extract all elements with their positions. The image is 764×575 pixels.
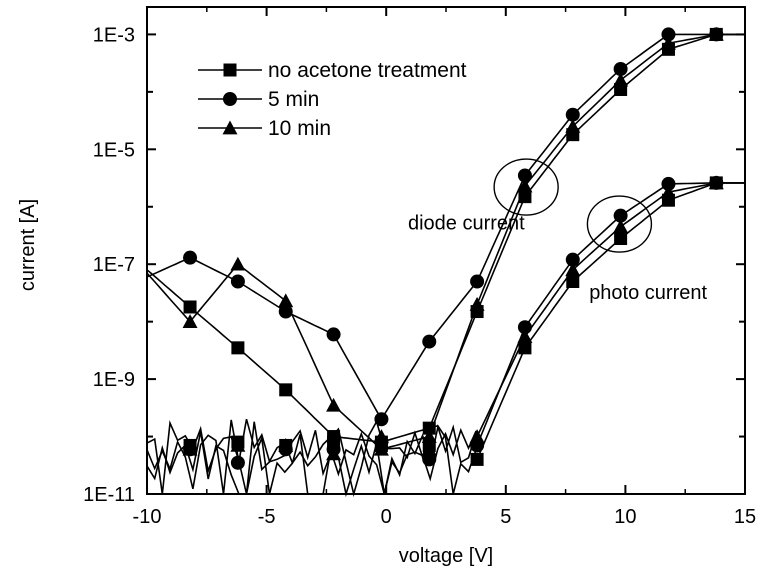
legend: no acetone treatment 5 min 10 min [198, 59, 467, 140]
point-square-diode [279, 383, 293, 397]
point-triangle-diode [421, 429, 437, 443]
point-triangle-dark [326, 446, 342, 461]
point-triangle-diode [326, 397, 342, 412]
point-square-diode [422, 421, 436, 435]
x-tick-label: 10 [614, 506, 636, 528]
x-tick-label: 15 [734, 506, 756, 528]
marker-layer [182, 26, 724, 470]
legend-label: no acetone treatment [268, 59, 467, 82]
y-axis-label: current [A] [17, 199, 39, 291]
legend-marker-square [223, 63, 237, 77]
y-tick-label: 1E-11 [83, 484, 135, 506]
series-line-triangle-diode [146, 33, 745, 451]
point-square-photo [614, 232, 628, 246]
point-triangle-diode [517, 178, 533, 193]
annotation-circle [586, 195, 653, 253]
point-circle-dark [230, 455, 245, 470]
point-square-diode [183, 300, 197, 314]
point-circle-diode [374, 412, 389, 427]
point-triangle-diode [230, 256, 246, 271]
point-triangle-diode [182, 314, 198, 329]
series-line-square-photo [476, 182, 745, 460]
point-triangle-dark [373, 429, 389, 443]
legend-label: 5 min [268, 88, 319, 111]
point-circle-diode [183, 250, 198, 265]
point-circle-dark [422, 452, 437, 467]
plot-frame [146, 6, 746, 495]
point-triangle-diode [660, 35, 676, 50]
point-triangle-photo [517, 329, 533, 343]
point-square-photo [518, 341, 532, 355]
annotation-label: photo current [589, 282, 707, 304]
tick-labels: -10 -5 0 5 10 15 1E-11 1E-9 1E-7 1E-5 1E-3 [83, 24, 756, 528]
point-triangle-dark [278, 437, 294, 452]
point-circle-diode [661, 27, 676, 42]
point-circle-diode [278, 304, 293, 319]
point-triangle-photo [708, 175, 724, 190]
point-circle-diode [613, 61, 628, 76]
y-tick-label: 1E-7 [93, 254, 135, 276]
point-square-dark [470, 452, 484, 466]
point-triangle-photo [613, 219, 629, 234]
point-square-diode [231, 341, 245, 355]
point-circle-diode [470, 274, 485, 289]
point-circle-diode [517, 168, 532, 183]
legend-label: 10 min [268, 117, 331, 140]
annotations: diode current photo current [408, 158, 707, 304]
point-triangle-photo [565, 262, 581, 277]
point-circle-photo [565, 252, 580, 267]
point-triangle-diode [565, 118, 581, 133]
x-tick-label: -5 [258, 506, 276, 528]
series-line-circle-diode [146, 33, 745, 421]
point-circle-diode [230, 274, 245, 289]
point-circle-photo [661, 176, 676, 191]
point-triangle-dark [421, 441, 437, 456]
series-line-triangle-dark [146, 420, 477, 498]
annotation-label: diode current [408, 213, 525, 235]
point-triangle-dark [230, 437, 246, 452]
point-circle-photo [517, 320, 532, 335]
point-triangle-photo [660, 184, 676, 199]
x-tick-label: -10 [133, 506, 162, 528]
point-triangle-diode [613, 72, 629, 87]
point-triangle-diode [708, 26, 724, 41]
point-circle-diode [326, 327, 341, 342]
point-triangle-diode [278, 293, 294, 308]
x-axis-label: voltage [V] [399, 545, 494, 567]
point-square-photo [566, 274, 580, 288]
point-circle-photo [613, 208, 628, 223]
annotation-circle [493, 158, 559, 216]
y-tick-label: 1E-3 [93, 24, 135, 46]
x-tick-label: 5 [500, 506, 511, 528]
point-circle-diode [565, 107, 580, 122]
legend-marker-circle [223, 92, 237, 106]
y-tick-label: 1E-9 [93, 369, 135, 391]
point-triangle-dark [182, 441, 198, 456]
series-line-square-diode [146, 33, 745, 443]
point-triangle-diode [469, 296, 485, 311]
legend-marker-triangle [222, 120, 238, 135]
x-tick-label: 0 [381, 506, 392, 528]
y-tick-label: 1E-5 [93, 139, 135, 161]
point-circle-diode [422, 334, 437, 349]
point-triangle-dark [469, 429, 485, 443]
point-square-diode [518, 190, 532, 204]
point-triangle-diode [373, 441, 389, 456]
